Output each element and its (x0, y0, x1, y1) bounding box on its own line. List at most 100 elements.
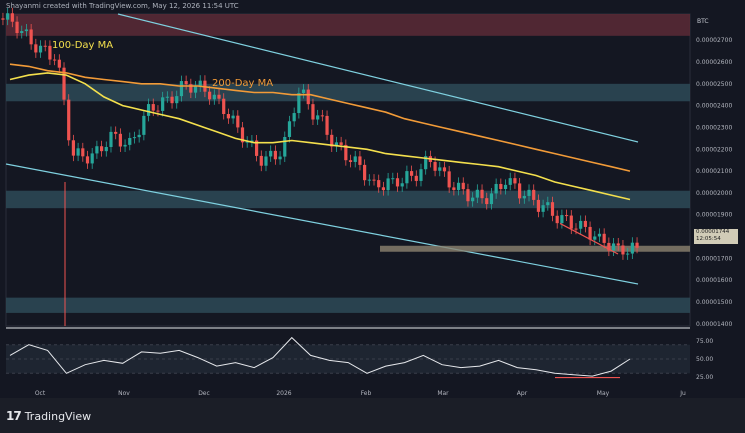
price-tick-11: 0.00001600 (696, 277, 732, 284)
candle-body-117 (550, 202, 555, 216)
zone-2 (6, 190, 690, 209)
x-tick-2: Dec (198, 390, 210, 397)
candle-body-87 (409, 171, 414, 176)
rsi-tick-2: 25.00 (696, 374, 713, 381)
candle-body-106 (499, 183, 503, 190)
candle-body-36 (170, 96, 174, 104)
candle-body-94 (442, 167, 447, 172)
zone-3 (6, 297, 690, 313)
candle-body-15 (71, 140, 76, 156)
candle-body-99 (466, 189, 470, 202)
candle-body-18 (85, 156, 90, 164)
candle-body-133 (626, 253, 630, 255)
candle-body-121 (569, 215, 573, 229)
candle-body-23 (109, 131, 113, 147)
candle-body-17 (81, 148, 85, 157)
x-tick-3: 2026 (276, 390, 291, 397)
candle-body-30 (142, 115, 146, 135)
candle-body-49 (231, 115, 235, 119)
candle-body-45 (212, 94, 216, 100)
candle-body-67 (316, 115, 320, 120)
candle-body-40 (189, 84, 193, 93)
candle-body-9 (43, 45, 47, 47)
candle-body-0 (1, 18, 5, 20)
x-tick-1: Nov (118, 390, 130, 397)
candle-body-69 (325, 115, 329, 135)
candle-body-46 (217, 94, 221, 99)
candle-body-125 (588, 226, 592, 240)
candle-body-33 (156, 110, 160, 112)
candle-body-27 (128, 137, 132, 145)
candle-body-1 (6, 13, 10, 20)
x-tick-6: Apr (517, 390, 528, 397)
candle-body-101 (475, 189, 479, 198)
candle-body-50 (236, 115, 240, 128)
candle-body-135 (635, 242, 639, 248)
rsi-tick-1: 50.00 (696, 356, 713, 363)
author-line: Shayanmi created with TradingView.com, M… (6, 2, 239, 10)
candle-body-98 (461, 182, 465, 190)
candle-body-112 (527, 189, 531, 196)
price-tick-13: 0.00001400 (696, 321, 732, 328)
candle-body-88 (414, 175, 418, 181)
candle-body-12 (57, 59, 61, 68)
price-tag-price: 0.00001744 (696, 229, 730, 235)
candle-body-48 (226, 114, 231, 119)
x-tick-4: Feb (361, 390, 372, 397)
brand-text: TradingView (24, 409, 92, 423)
candle-body-24 (114, 131, 118, 134)
candle-body-102 (480, 189, 484, 199)
candle-body-4 (20, 31, 24, 34)
candle-body-8 (38, 45, 43, 53)
candle-body-2 (10, 13, 14, 22)
footer-bar (0, 398, 745, 433)
candle-body-122 (574, 228, 578, 230)
brand: 17 TradingView (6, 409, 91, 423)
candle-body-57 (269, 150, 273, 157)
candle-body-28 (132, 137, 137, 139)
candle-body-68 (320, 115, 324, 117)
candle-body-115 (541, 205, 545, 212)
candle-body-105 (494, 183, 498, 194)
candle-body-6 (29, 29, 33, 45)
candle-body-13 (62, 67, 66, 100)
price-tick-2: 0.00002500 (696, 81, 732, 88)
candle-body-103 (485, 198, 489, 205)
candle-body-110 (518, 183, 522, 199)
candle-body-76 (358, 156, 362, 165)
currency-label: BTC (697, 18, 709, 25)
candle-body-22 (104, 146, 108, 152)
candle-body-59 (278, 156, 282, 160)
candle-body-3 (15, 21, 19, 34)
candle-body-72 (339, 142, 343, 145)
candle-body-52 (245, 141, 249, 143)
candle-body-63 (297, 93, 301, 114)
zone-0 (6, 14, 690, 36)
candle-body-21 (99, 146, 104, 152)
candle-body-31 (146, 104, 151, 116)
candle-body-79 (372, 179, 376, 181)
candle-body-38 (179, 81, 184, 97)
candle-body-53 (250, 140, 254, 142)
candle-body-100 (471, 197, 475, 202)
candle-body-83 (391, 178, 395, 180)
candle-body-120 (564, 215, 569, 217)
price-tick-1: 0.00002600 (696, 59, 732, 66)
candle-body-71 (334, 142, 339, 147)
candle-body-126 (593, 236, 597, 240)
candle-body-89 (419, 169, 423, 181)
candle-body-127 (597, 233, 602, 237)
candle-body-134 (630, 242, 634, 254)
candle-body-25 (118, 133, 122, 147)
candle-body-107 (503, 184, 508, 190)
price-tick-0: 0.00002700 (696, 37, 732, 44)
candle-body-10 (48, 45, 52, 60)
price-tick-5: 0.00002200 (696, 146, 732, 153)
candle-body-111 (522, 195, 526, 199)
candle-body-35 (165, 96, 169, 98)
candle-body-26 (123, 144, 127, 147)
candle-body-54 (254, 140, 259, 156)
candle-body-95 (447, 171, 451, 188)
candle-body-75 (353, 156, 357, 162)
